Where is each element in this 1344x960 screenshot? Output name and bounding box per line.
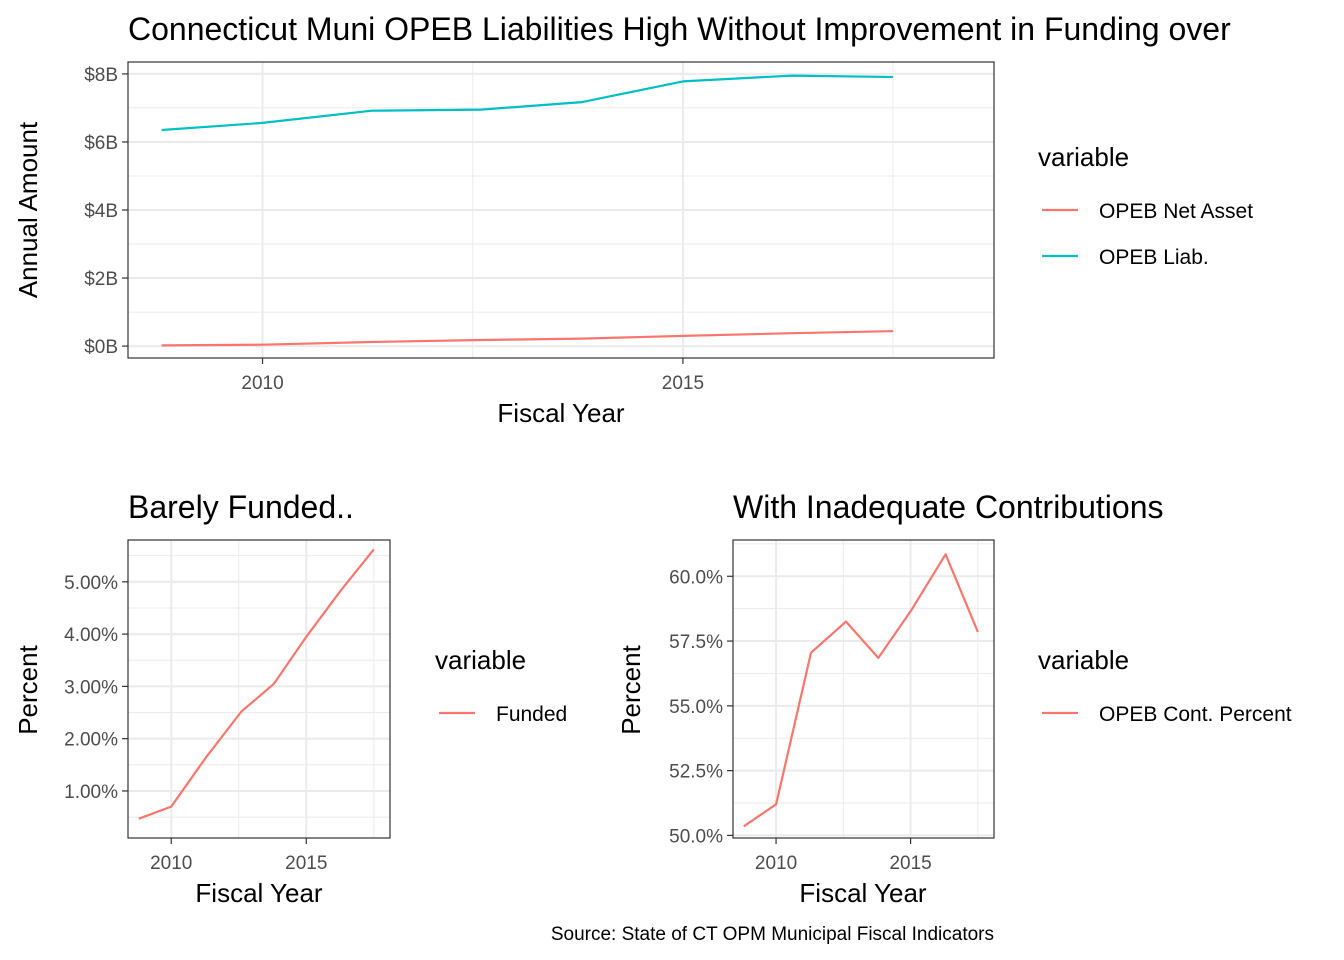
y-tick-label: 4.00% xyxy=(64,625,118,646)
panel-border xyxy=(732,539,995,839)
grid xyxy=(128,540,390,838)
y-tick-label: $6B xyxy=(84,133,118,154)
legend-label: OPEB Liab. xyxy=(1099,246,1209,269)
series-line xyxy=(138,548,375,820)
legend-title: variable xyxy=(435,645,526,675)
series-line xyxy=(161,330,894,347)
x-axis-title: Fiscal Year xyxy=(195,878,323,908)
x-tick-label: 2010 xyxy=(241,373,283,394)
x-tick-label: 2015 xyxy=(889,853,931,874)
legend-label: Funded xyxy=(496,703,567,726)
legend: variable OPEB Cont. Percent xyxy=(1038,645,1292,726)
x-tick-label: 2015 xyxy=(285,853,327,874)
legend-title: variable xyxy=(1038,645,1129,675)
legend-label: OPEB Net Asset xyxy=(1099,200,1253,223)
y-axis-title: Percent xyxy=(13,644,43,734)
legend: variable Funded xyxy=(435,645,567,726)
series-group xyxy=(138,548,375,820)
chart-funded: Barely Funded.. 1.00% 2.00% 3.00% 4.00% 5.00… xyxy=(13,489,567,908)
x-tick-label: 2010 xyxy=(755,853,797,874)
y-axis-title: Annual Amount xyxy=(13,121,43,298)
y-tick-label: 5.00% xyxy=(64,573,118,594)
chart-title: Connecticut Muni OPEB Liabilities High W… xyxy=(128,11,1231,47)
chart-title: With Inadequate Contributions xyxy=(733,489,1163,525)
legend: variable OPEB Net Asset OPEB Liab. xyxy=(1038,142,1253,269)
y-tick-label: 50.0% xyxy=(669,826,723,847)
y-tick-label: 55.0% xyxy=(669,697,723,718)
y-tick-label: 2.00% xyxy=(64,730,118,751)
y-axis-title: Percent xyxy=(616,644,646,734)
x-tick-label: 2010 xyxy=(150,853,192,874)
y-tick-label: 60.0% xyxy=(669,567,723,588)
source-caption: Source: State of CT OPM Municipal Fiscal… xyxy=(551,924,994,945)
y-tick-label: 1.00% xyxy=(64,782,118,803)
series-group xyxy=(161,74,894,347)
y-tick-label: $0B xyxy=(84,337,118,358)
y-tick-label: 52.5% xyxy=(669,762,723,783)
grid xyxy=(733,540,994,838)
axis-ticks: $0B $2B $4B $6B $8B 2010 2015 xyxy=(84,65,704,394)
series-line xyxy=(743,553,979,828)
legend-title: variable xyxy=(1038,142,1129,172)
x-axis-title: Fiscal Year xyxy=(799,878,927,908)
y-tick-label: 57.5% xyxy=(669,632,723,653)
axis-ticks: 1.00% 2.00% 3.00% 4.00% 5.00% 2010 2015 xyxy=(64,573,327,874)
panel-border xyxy=(127,539,391,839)
y-tick-label: 3.00% xyxy=(64,677,118,698)
grid xyxy=(128,62,994,358)
y-tick-label: $8B xyxy=(84,65,118,86)
chart-title: Barely Funded.. xyxy=(128,489,354,525)
chart-contributions: With Inadequate Contributions 50.0% 52.5%… xyxy=(616,489,1292,908)
chart-top: Connecticut Muni OPEB Liabilities High W… xyxy=(13,11,1253,428)
y-tick-label: $2B xyxy=(84,269,118,290)
axis-ticks: 50.0% 52.5% 55.0% 57.5% 60.0% 2010 2015 xyxy=(669,567,932,874)
series-line xyxy=(161,74,894,132)
legend-label: OPEB Cont. Percent xyxy=(1099,703,1292,726)
series-group xyxy=(743,553,979,828)
x-tick-label: 2015 xyxy=(662,373,704,394)
x-axis-title: Fiscal Year xyxy=(497,398,625,428)
y-tick-label: $4B xyxy=(84,201,118,222)
